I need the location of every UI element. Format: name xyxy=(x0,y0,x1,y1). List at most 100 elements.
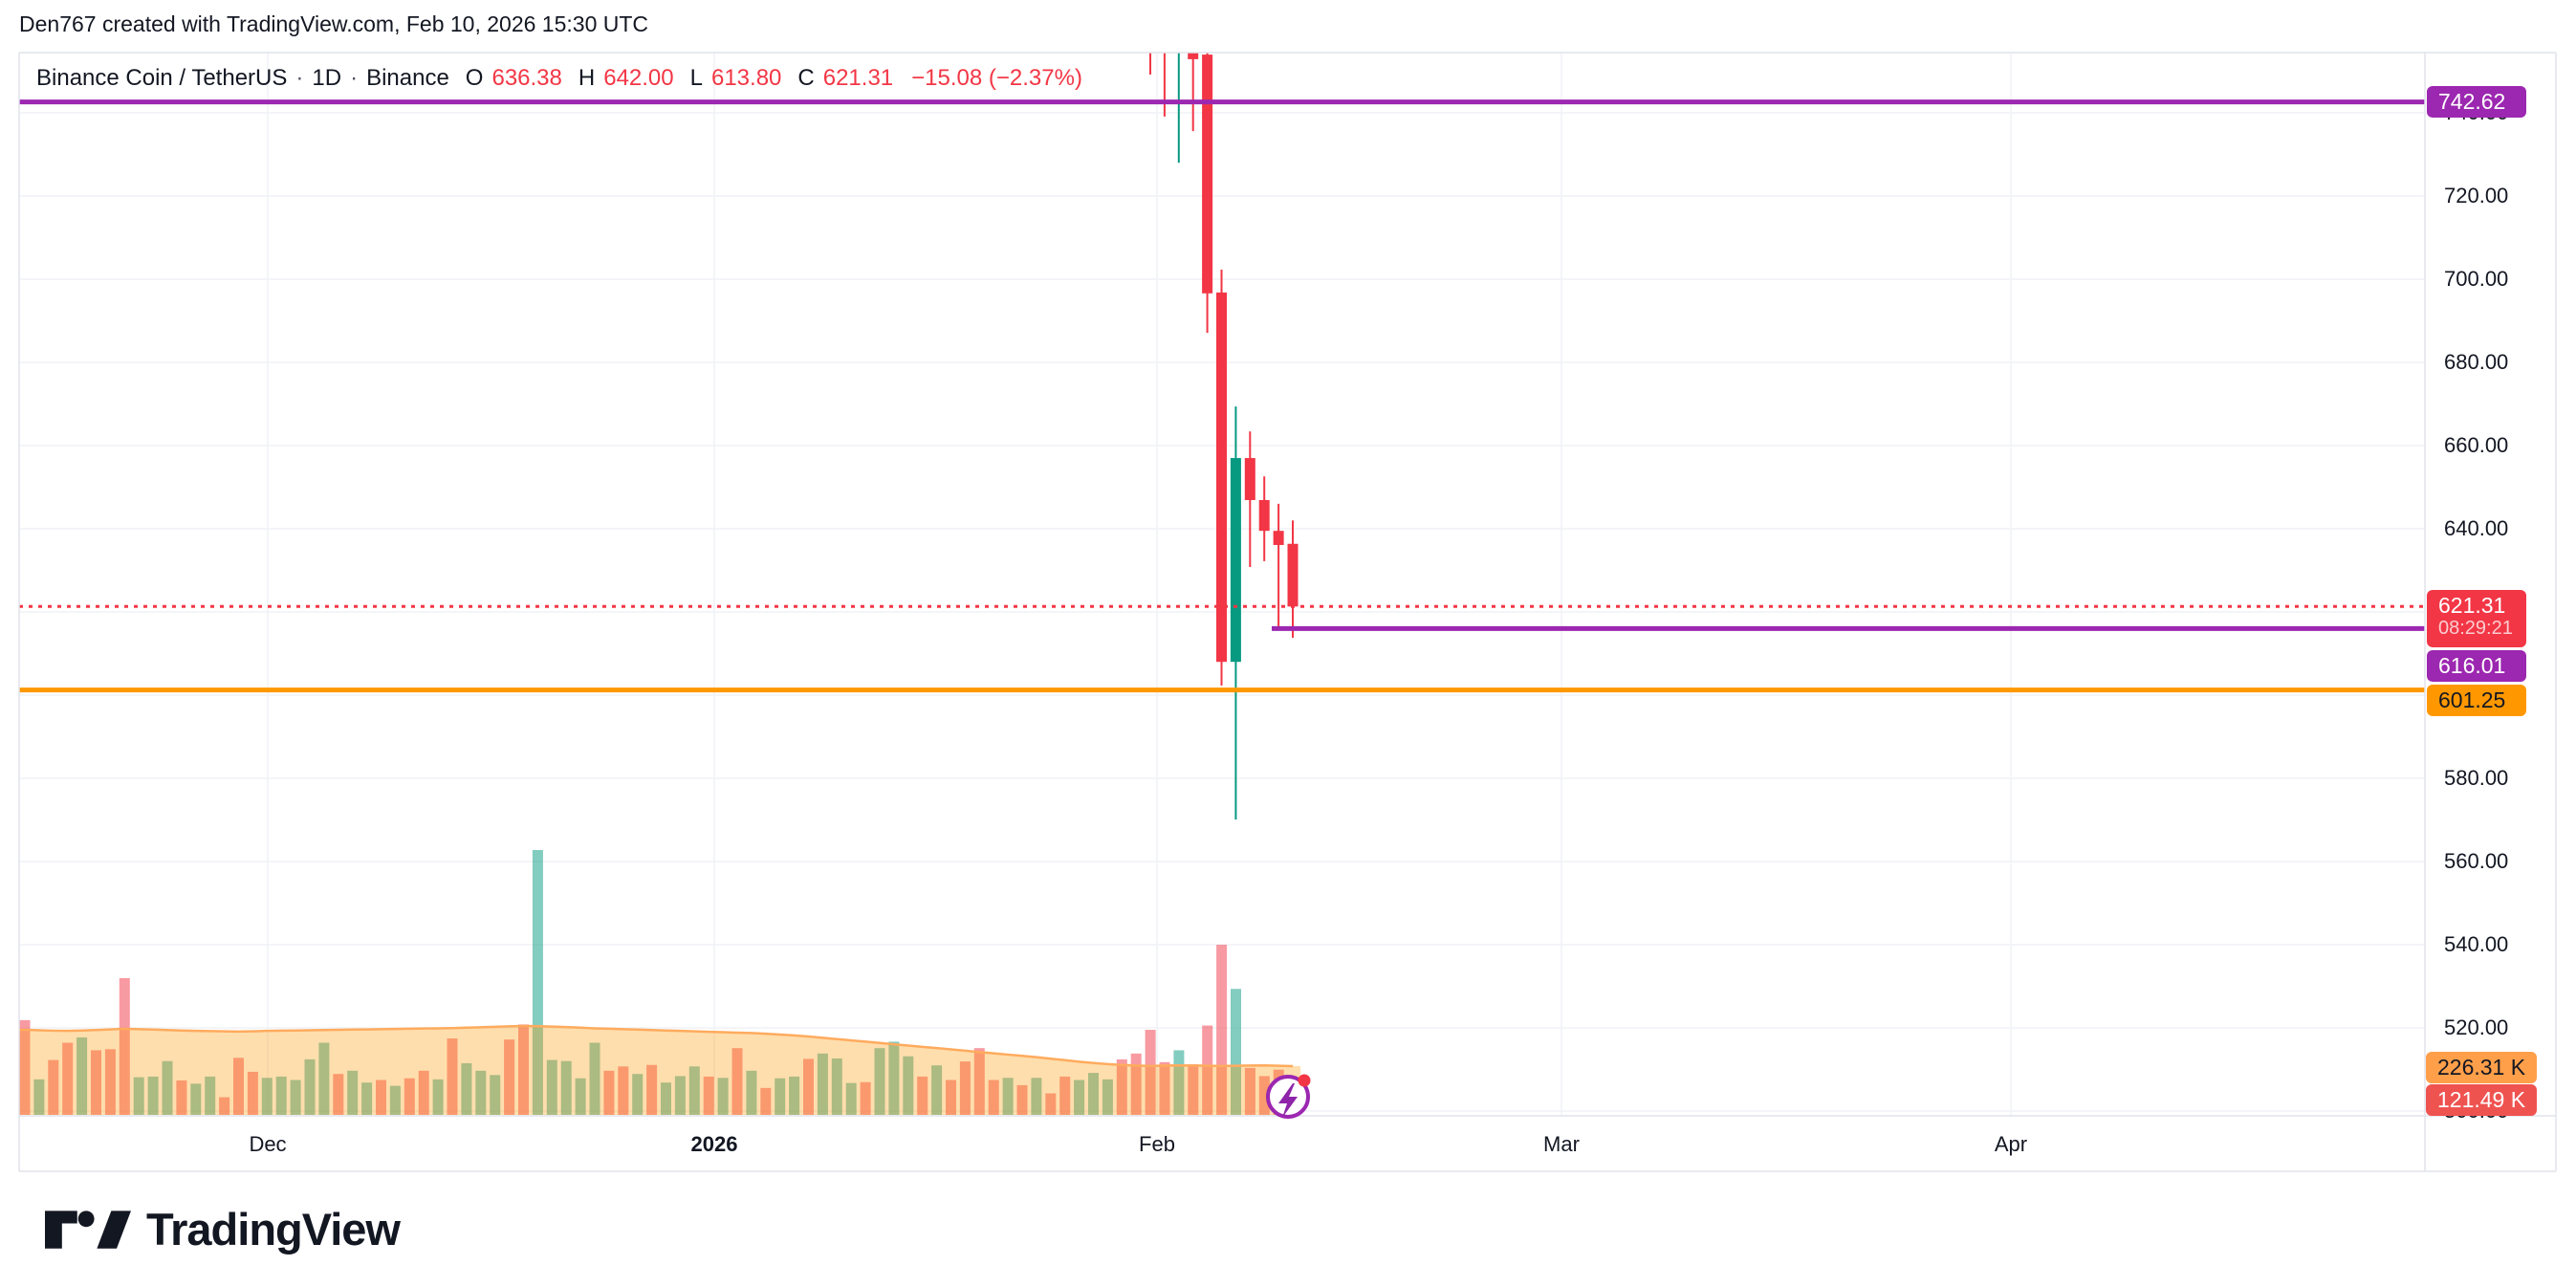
volume-bar xyxy=(560,1060,572,1115)
price-tick-label: 640.00 xyxy=(2444,516,2509,540)
volume-bar xyxy=(917,1076,928,1115)
volume-bar xyxy=(19,1019,31,1115)
volume-bar xyxy=(632,1074,644,1115)
volume-bar xyxy=(133,1077,144,1115)
volume-bar xyxy=(931,1065,943,1115)
volume-bar xyxy=(333,1074,344,1115)
legend-high-label: H xyxy=(578,65,596,91)
volume-bar xyxy=(1074,1080,1085,1115)
volume-bar xyxy=(1202,1025,1213,1115)
volume-bar xyxy=(461,1062,472,1115)
candles-layer xyxy=(1149,30,1299,820)
volume-bar xyxy=(376,1080,386,1115)
volume-bar xyxy=(318,1042,330,1115)
volume-bar xyxy=(603,1070,615,1115)
candle-body xyxy=(1273,531,1284,545)
volume-bar xyxy=(247,1071,258,1115)
volume-bar xyxy=(62,1042,74,1115)
candle-body xyxy=(1173,33,1184,46)
volume-bar xyxy=(789,1076,800,1115)
candle-body xyxy=(1244,458,1255,500)
candle-body xyxy=(1159,30,1169,40)
legend-interval: 1D xyxy=(312,65,342,91)
volume-bar xyxy=(1002,1078,1014,1115)
volume-bar xyxy=(946,1080,956,1115)
volume-bar xyxy=(860,1081,871,1115)
volume-badge-226.31K: 226.31 K xyxy=(2426,1052,2538,1083)
legend-low-label: L xyxy=(689,65,703,91)
volume-bar xyxy=(717,1078,729,1115)
legend-close-value: 621.31 xyxy=(822,65,894,91)
volume-bar xyxy=(1244,1067,1255,1115)
tradingview-logo-text: TradingView xyxy=(146,1204,401,1254)
price-tick-label: 540.00 xyxy=(2444,932,2509,956)
candle-body xyxy=(1188,53,1199,59)
volume-bar xyxy=(1088,1073,1099,1115)
volume-bar xyxy=(959,1061,971,1115)
volume-bar xyxy=(988,1080,999,1115)
price-tick-label: 580.00 xyxy=(2444,766,2509,790)
volume-bar xyxy=(746,1070,757,1115)
volume-bar xyxy=(575,1078,586,1115)
volume-bar xyxy=(176,1080,187,1115)
volume-bar xyxy=(1031,1078,1042,1115)
volume-bar xyxy=(903,1056,914,1115)
price-badge-621.31: 621.31 08:29:21 xyxy=(2427,590,2526,648)
volume-bar xyxy=(361,1082,373,1115)
legend-separator: · xyxy=(350,65,359,91)
legend-high-value: 642.00 xyxy=(603,65,674,91)
volume-bar xyxy=(304,1058,316,1115)
volume-bar xyxy=(589,1042,600,1115)
volume-bar xyxy=(504,1039,515,1115)
price-badge-616.01: 616.01 xyxy=(2427,650,2526,683)
volume-bar xyxy=(347,1070,359,1115)
price-badge-601.25: 601.25 xyxy=(2427,685,2526,717)
volume-bar xyxy=(845,1082,857,1115)
volume-bar xyxy=(1102,1079,1113,1115)
flash-icon xyxy=(1266,1074,1311,1119)
volume-bar xyxy=(418,1070,429,1115)
volume-ma-line xyxy=(19,1024,1294,1068)
legend-open-label: O xyxy=(465,65,484,91)
candle-body xyxy=(1258,499,1270,532)
volume-bar xyxy=(803,1058,814,1115)
volume-bar xyxy=(290,1080,301,1115)
volume-bar xyxy=(275,1076,287,1115)
volume-bar xyxy=(731,1048,743,1115)
volume-bar xyxy=(1045,1093,1057,1115)
price-tick-label: 720.00 xyxy=(2444,184,2509,207)
volume-bar xyxy=(490,1075,501,1115)
price-tick-label: 680.00 xyxy=(2444,350,2509,374)
volume-bar xyxy=(205,1076,216,1115)
volume-bar xyxy=(48,1059,59,1115)
volume-bar xyxy=(1016,1084,1028,1115)
volume-bar xyxy=(1216,945,1228,1115)
volume-bar xyxy=(162,1060,173,1115)
volume-bar xyxy=(147,1076,159,1115)
legend-separator: · xyxy=(295,65,304,91)
volume-bar xyxy=(233,1058,244,1115)
tradingview-logo[interactable]: TradingView xyxy=(45,1203,401,1255)
volume-bar xyxy=(688,1066,700,1115)
flash-publish-button[interactable] xyxy=(1260,1068,1318,1125)
time-axis-label-apr: Apr xyxy=(1994,1132,2028,1156)
volume-bar xyxy=(447,1038,458,1115)
volume-bar xyxy=(91,1050,101,1115)
countdown-timer: 08:29:21 xyxy=(2438,618,2513,640)
price-tick-label: 700.00 xyxy=(2444,267,2509,291)
legend-exchange: Binance xyxy=(366,65,449,91)
volume-bar xyxy=(261,1078,273,1115)
volume-bar xyxy=(475,1070,487,1115)
attribution-text: Den767 created with TradingView.com, Feb… xyxy=(19,11,649,36)
volume-bar xyxy=(389,1085,401,1115)
volume-bar xyxy=(190,1083,202,1115)
chart-legend[interactable]: Binance Coin / TetherUS · 1D · Binance O… xyxy=(36,65,1082,92)
volume-bar xyxy=(1059,1076,1071,1115)
volume-badge-121.49K: 121.49 K xyxy=(2426,1084,2538,1116)
legend-close-label: C xyxy=(797,65,815,91)
legend-open-value: 636.38 xyxy=(491,65,562,91)
volume-bar xyxy=(1130,1053,1142,1115)
volume-bar xyxy=(874,1048,885,1115)
